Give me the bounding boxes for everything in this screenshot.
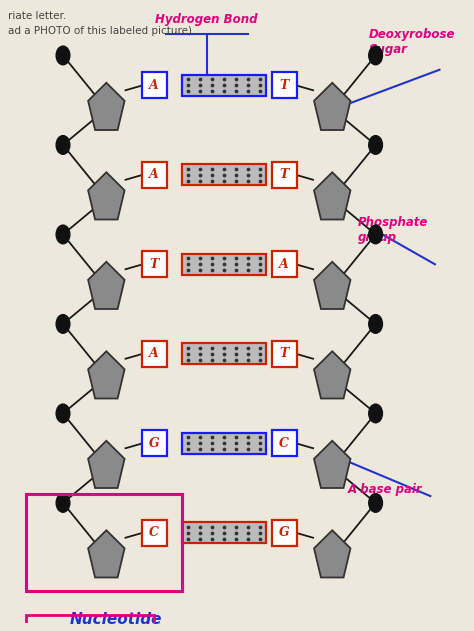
Circle shape (56, 225, 70, 244)
Text: Deoxyrobose
Sugar: Deoxyrobose Sugar (369, 28, 455, 56)
Polygon shape (314, 83, 350, 130)
Text: riate letter.: riate letter. (8, 11, 66, 21)
FancyBboxPatch shape (142, 251, 166, 278)
Text: Nucleotide: Nucleotide (70, 612, 162, 627)
Text: ad a PHOTO of this labeled picture): ad a PHOTO of this labeled picture) (8, 27, 192, 36)
Polygon shape (88, 441, 125, 488)
FancyBboxPatch shape (142, 520, 166, 546)
Circle shape (56, 315, 70, 333)
FancyBboxPatch shape (272, 72, 297, 98)
Polygon shape (314, 530, 350, 577)
FancyBboxPatch shape (142, 72, 166, 98)
FancyBboxPatch shape (142, 162, 166, 188)
Text: G: G (149, 437, 160, 450)
FancyBboxPatch shape (182, 254, 266, 275)
Text: T: T (150, 258, 159, 271)
Text: A: A (149, 347, 159, 360)
Circle shape (369, 493, 383, 512)
Circle shape (56, 136, 70, 154)
Polygon shape (88, 351, 125, 399)
Circle shape (56, 46, 70, 65)
FancyBboxPatch shape (272, 162, 297, 188)
FancyBboxPatch shape (182, 433, 266, 454)
Text: C: C (149, 526, 159, 540)
Text: T: T (280, 79, 289, 91)
Polygon shape (88, 172, 125, 220)
Text: Phosphate
group: Phosphate group (357, 216, 428, 244)
Circle shape (56, 493, 70, 512)
Text: Hydrogen Bond: Hydrogen Bond (155, 13, 258, 26)
FancyBboxPatch shape (142, 341, 166, 367)
Text: C: C (279, 437, 289, 450)
Polygon shape (88, 530, 125, 577)
Circle shape (369, 315, 383, 333)
Circle shape (369, 46, 383, 65)
Circle shape (369, 136, 383, 154)
FancyBboxPatch shape (182, 164, 266, 186)
FancyBboxPatch shape (272, 251, 297, 278)
Circle shape (56, 404, 70, 423)
Polygon shape (314, 441, 350, 488)
Text: A: A (149, 168, 159, 181)
Polygon shape (88, 262, 125, 309)
Polygon shape (88, 83, 125, 130)
Polygon shape (314, 262, 350, 309)
Polygon shape (314, 351, 350, 399)
FancyBboxPatch shape (182, 522, 266, 543)
Circle shape (369, 404, 383, 423)
FancyBboxPatch shape (182, 343, 266, 364)
Text: G: G (279, 526, 290, 540)
Text: T: T (280, 347, 289, 360)
Text: T: T (280, 168, 289, 181)
FancyBboxPatch shape (142, 430, 166, 456)
Text: A: A (280, 258, 289, 271)
FancyBboxPatch shape (182, 74, 266, 96)
Circle shape (369, 225, 383, 244)
Polygon shape (314, 172, 350, 220)
Text: A: A (149, 79, 159, 91)
FancyBboxPatch shape (272, 341, 297, 367)
Text: A base pair: A base pair (348, 483, 423, 496)
FancyBboxPatch shape (272, 520, 297, 546)
FancyBboxPatch shape (272, 430, 297, 456)
